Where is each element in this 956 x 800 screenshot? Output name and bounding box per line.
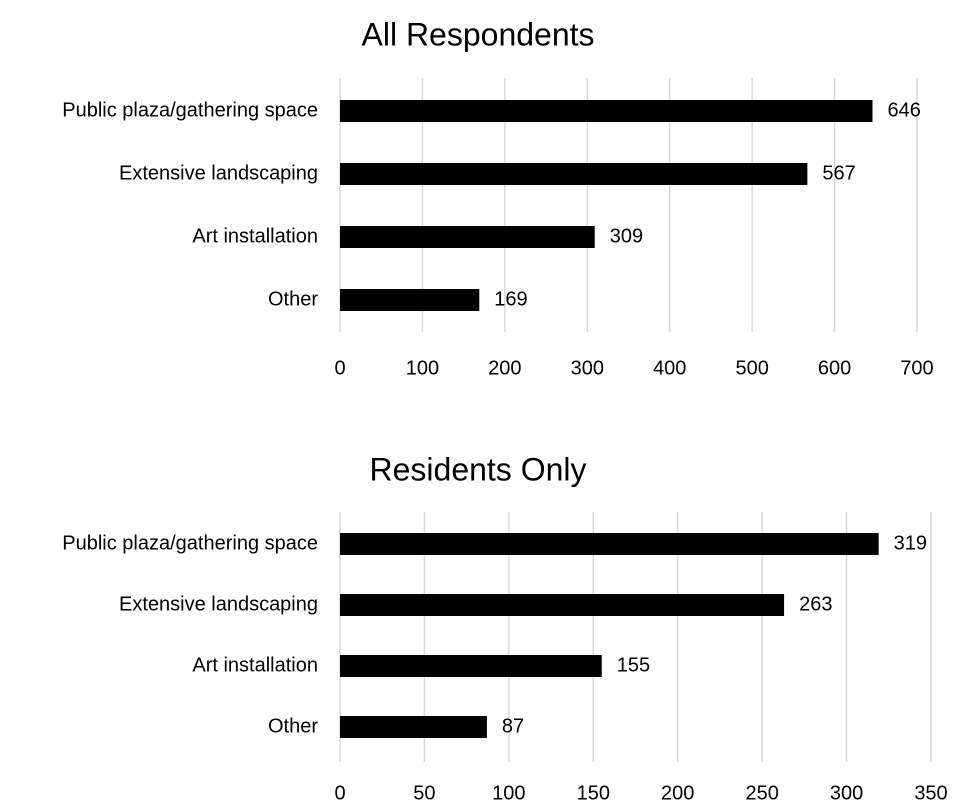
x-tick-label: 300 bbox=[571, 357, 604, 379]
category-label: Art installation bbox=[192, 654, 318, 676]
data-label: 263 bbox=[799, 593, 832, 615]
x-tick-label: 0 bbox=[334, 782, 345, 800]
data-label: 155 bbox=[617, 654, 650, 676]
data-label: 309 bbox=[610, 225, 643, 247]
data-label: 87 bbox=[502, 715, 524, 737]
x-tick-label: 150 bbox=[577, 782, 610, 800]
x-tick-label: 100 bbox=[492, 782, 525, 800]
x-tick-label: 0 bbox=[334, 357, 345, 379]
bar bbox=[340, 100, 873, 122]
category-label: Public plaza/gathering space bbox=[62, 99, 318, 121]
category-label: Extensive landscaping bbox=[119, 593, 318, 615]
category-label: Public plaza/gathering space bbox=[62, 532, 318, 554]
data-label: 646 bbox=[887, 99, 920, 121]
bar bbox=[340, 163, 808, 185]
x-tick-label: 200 bbox=[488, 357, 521, 379]
category-label: Other bbox=[268, 715, 318, 737]
bar bbox=[340, 594, 785, 616]
x-tick-label: 700 bbox=[900, 357, 933, 379]
category-label: Other bbox=[268, 288, 318, 310]
x-tick-label: 250 bbox=[745, 782, 778, 800]
x-tick-label: 100 bbox=[406, 357, 439, 379]
category-label: Art installation bbox=[192, 225, 318, 247]
x-tick-label: 400 bbox=[653, 357, 686, 379]
chart-all-respondents: All Respondents 0 100 200 300 400 500 600 700 Pu… bbox=[62, 16, 933, 379]
x-tick-label: 600 bbox=[818, 357, 851, 379]
data-label: 567 bbox=[822, 162, 855, 184]
bar bbox=[340, 289, 480, 311]
bar bbox=[340, 226, 595, 248]
chart-title: All Respondents bbox=[361, 16, 594, 52]
category-label: Extensive landscaping bbox=[119, 162, 318, 184]
x-tick-label: 300 bbox=[830, 782, 863, 800]
x-tick-label: 350 bbox=[914, 782, 947, 800]
x-tick-label: 50 bbox=[413, 782, 435, 800]
x-tick-label: 500 bbox=[735, 357, 768, 379]
bar bbox=[340, 655, 602, 677]
data-label: 169 bbox=[494, 288, 527, 310]
data-label: 319 bbox=[894, 532, 927, 554]
bar bbox=[340, 533, 879, 555]
x-tick-label: 200 bbox=[661, 782, 694, 800]
chart-residents-only: Residents Only 0 50 100 150 200 250 300 350 Publ… bbox=[62, 451, 947, 800]
chart-title: Residents Only bbox=[370, 451, 587, 487]
bar bbox=[340, 716, 487, 738]
